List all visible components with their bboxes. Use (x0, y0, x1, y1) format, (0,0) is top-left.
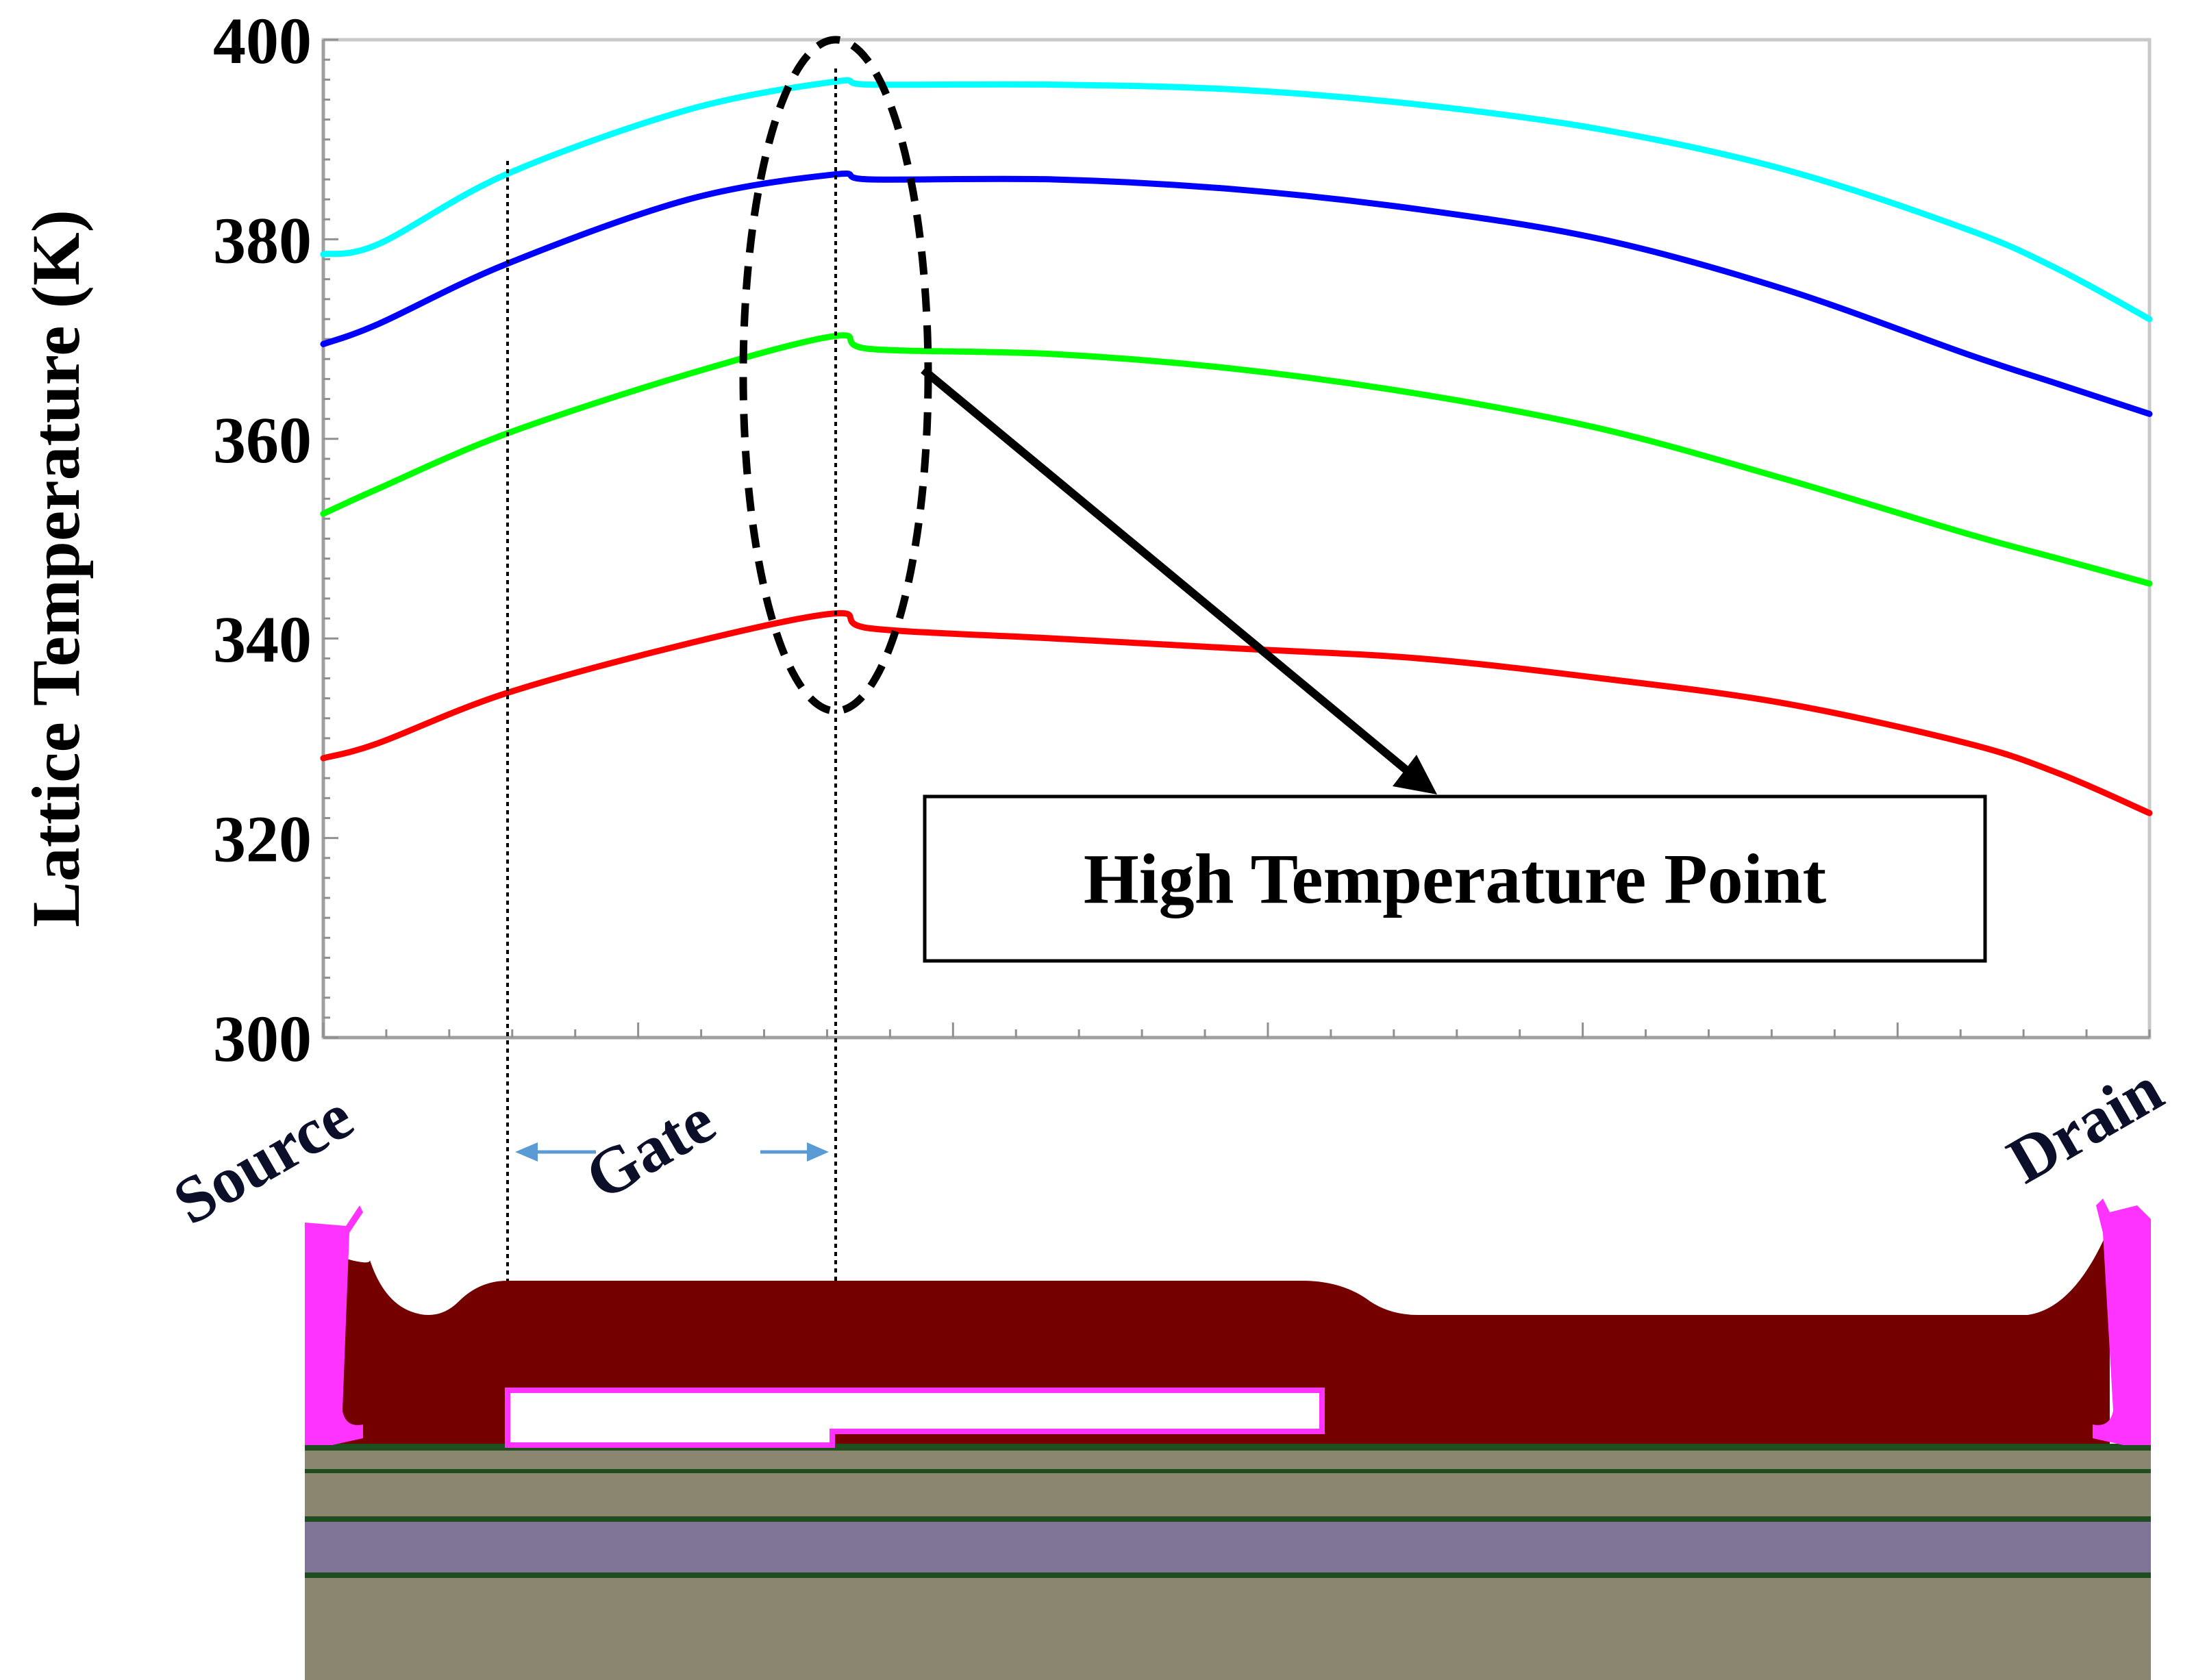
gate-metal (505, 1388, 1325, 1448)
y-tick-label: 380 (213, 203, 312, 277)
y-tick-label: 400 (213, 4, 312, 77)
layer-mid-gray (305, 1493, 2151, 1520)
annotation-arrowhead (1393, 755, 1437, 794)
y-ticks: 300 320 340 360 380 400 (213, 4, 338, 1075)
series-line-3 (320, 610, 2153, 816)
series-line-0 (320, 77, 2153, 323)
drain-contact (2093, 1199, 2151, 1445)
y-tick-label: 340 (213, 603, 312, 676)
source-label: Source (161, 1079, 364, 1238)
annotation-arrow-line (921, 366, 1414, 777)
y-tick-label: 300 (213, 1002, 312, 1075)
gate-arrow-right-head (807, 1142, 829, 1162)
annotation-box (923, 794, 1987, 963)
y-axis-label: Lattice Temperature (K) (18, 210, 94, 927)
layer-bottom-gray (305, 1575, 2151, 1680)
gate-arrow-left-head (515, 1142, 538, 1162)
device-cross-section: Source Gate Drain (161, 1052, 2174, 1680)
series-line-1 (320, 170, 2153, 417)
source-contact (305, 1205, 363, 1445)
gate-label: Gate (573, 1083, 727, 1214)
x-ticks (322, 1023, 2151, 1038)
series-group (320, 77, 2153, 816)
y-tick-label: 360 (213, 403, 312, 477)
annotation-text: High Temperature Point (1084, 840, 1827, 918)
y-tick-label: 320 (213, 803, 312, 876)
drain-label: Drain (1995, 1052, 2174, 1198)
series-line-2 (320, 332, 2153, 587)
layer-purple (305, 1520, 2151, 1575)
